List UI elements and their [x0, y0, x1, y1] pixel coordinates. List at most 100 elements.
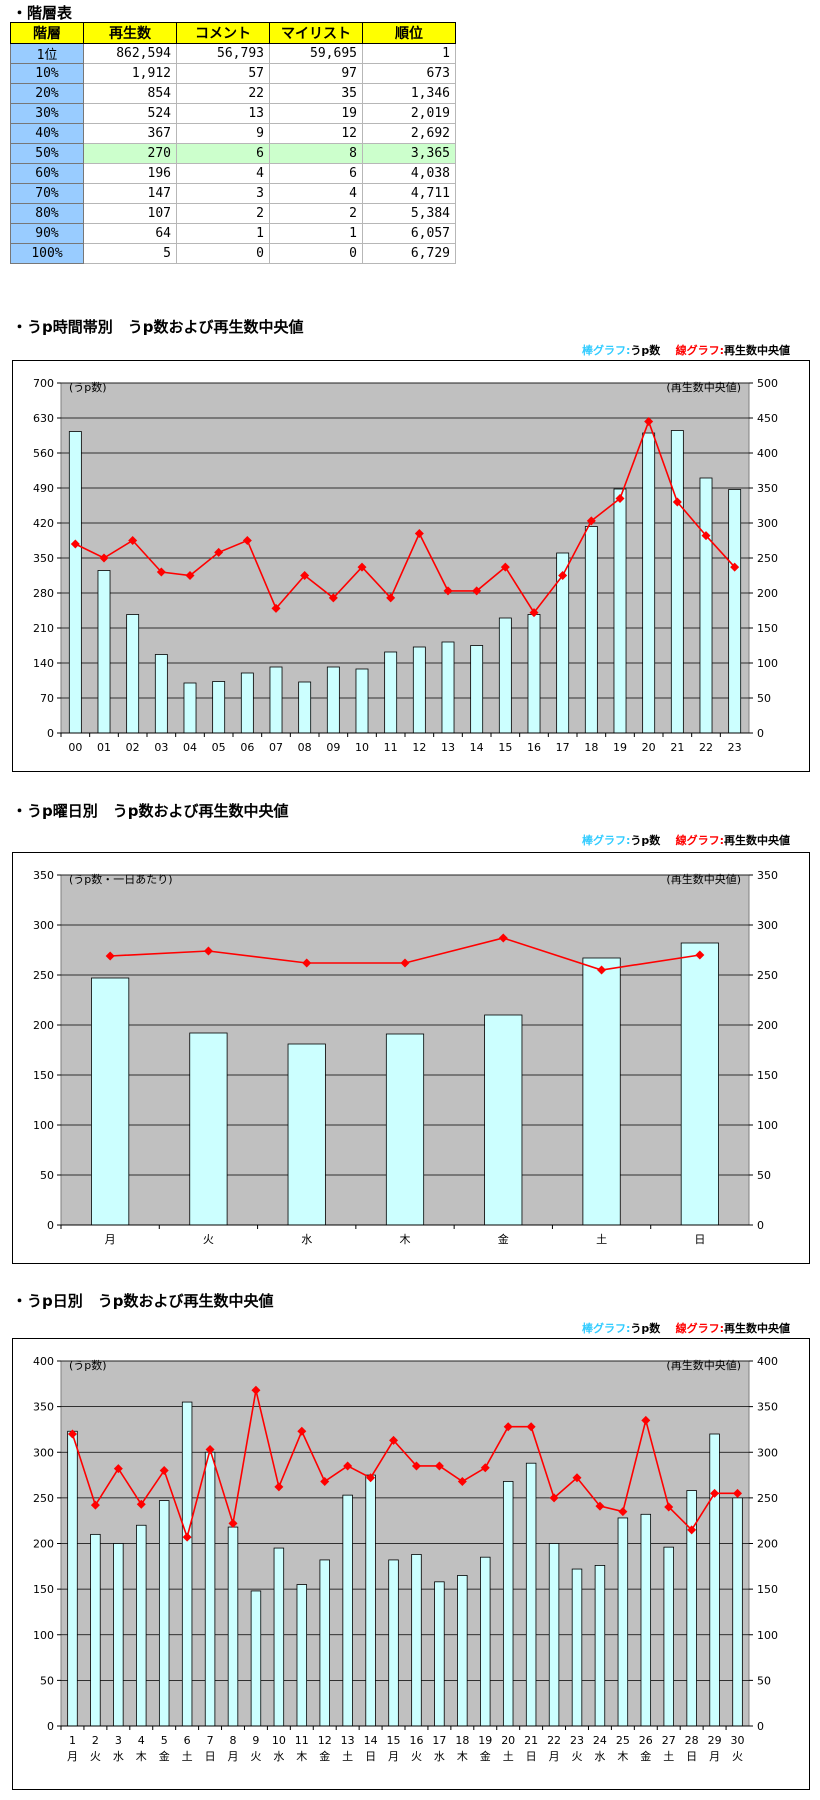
cell-rank: 4,711 — [362, 183, 456, 204]
legend-bar-label: 棒グラフ: — [581, 344, 631, 357]
left-tick-label: 100 — [33, 1629, 54, 1642]
cell-comments: 57 — [176, 63, 270, 84]
x-weekday-label: 水 — [594, 1750, 605, 1763]
x-tick-label: 13 — [341, 1734, 355, 1747]
table-row: 1位 862,594 56,793 59,695 1 — [10, 43, 456, 64]
legend-line-label: 線グラフ: — [675, 1322, 724, 1335]
bar — [126, 614, 140, 734]
bar — [709, 1433, 720, 1727]
cell-views: 107 — [83, 203, 177, 224]
legend-bar-name: うp数 — [630, 834, 661, 847]
cell-comments: 0 — [176, 243, 270, 264]
bar — [642, 432, 656, 734]
cell-views: 862,594 — [83, 43, 177, 64]
x-weekday-label: 金 — [159, 1749, 170, 1763]
bar — [663, 1546, 674, 1727]
bar — [470, 645, 484, 734]
median-point — [156, 567, 166, 577]
cell-tier: 10% — [10, 63, 84, 84]
cell-mylist: 59,695 — [269, 43, 363, 64]
x-weekday-label: 土 — [342, 1750, 353, 1763]
bar — [250, 1590, 262, 1727]
x-tick-label: 水 — [301, 1233, 312, 1246]
median-point — [733, 1488, 743, 1498]
x-tick-label: 18 — [584, 741, 598, 754]
legend-bar-label: 棒グラフ: — [581, 1322, 631, 1335]
bar — [342, 1494, 353, 1727]
right-tick-label: 0 — [757, 1720, 764, 1733]
cell-comments: 56,793 — [176, 43, 270, 64]
bar — [502, 1481, 514, 1727]
x-tick-label: 17 — [432, 1734, 446, 1747]
bar — [670, 430, 684, 734]
x-tick-label: 16 — [527, 741, 541, 754]
cell-comments: 9 — [176, 123, 270, 144]
median-point — [672, 497, 682, 507]
x-weekday-label: 金 — [319, 1749, 330, 1763]
right-tick-label: 400 — [757, 1355, 778, 1368]
right-tick-label: 400 — [757, 447, 778, 460]
right-tick-label: 50 — [757, 1674, 771, 1687]
bar — [67, 1430, 78, 1727]
median-point — [274, 1482, 284, 1492]
x-tick-label: 00 — [68, 741, 82, 754]
left-tick-label: 100 — [33, 1119, 54, 1132]
cell-mylist: 2 — [269, 203, 363, 224]
cell-tier: 100% — [10, 243, 84, 264]
median-point — [710, 1488, 720, 1498]
left-tick-label: 70 — [40, 692, 54, 705]
cell-comments: 2 — [176, 203, 270, 224]
right-tick-label: 150 — [757, 1069, 778, 1082]
median-point — [618, 1507, 628, 1517]
cell-comments: 13 — [176, 103, 270, 124]
x-tick-label: 22 — [547, 1734, 561, 1747]
right-tick-label: 0 — [757, 727, 764, 740]
right-tick-label: 350 — [757, 482, 778, 495]
bar — [113, 1543, 124, 1727]
median-point — [595, 1501, 605, 1511]
bar — [412, 646, 426, 734]
bar — [212, 681, 226, 734]
x-tick-label: 日 — [694, 1233, 705, 1246]
tier-table: 階層 再生数 コメント マイリスト 順位 1位 862,594 56,793 59,6… — [10, 22, 456, 264]
legend-bar-name: うp数 — [630, 1322, 661, 1335]
cell-views: 367 — [83, 123, 177, 144]
header-mylist: マイリスト — [269, 22, 363, 44]
x-weekday-label: 木 — [136, 1750, 147, 1763]
x-tick-label: 05 — [212, 741, 226, 754]
right-tick-label: 0 — [757, 1219, 764, 1232]
cell-mylist: 6 — [269, 163, 363, 184]
right-tick-label: 200 — [757, 1538, 778, 1551]
median-point — [228, 1518, 238, 1528]
cell-views: 5 — [83, 243, 177, 264]
table-row: 70% 147 3 4 4,711 — [10, 183, 456, 204]
bar — [457, 1575, 468, 1727]
median-point — [586, 516, 596, 526]
bar — [136, 1524, 147, 1727]
median-point — [457, 1476, 467, 1486]
x-weekday-label: 月 — [67, 1750, 78, 1763]
bar — [158, 1500, 170, 1727]
x-tick-label: 24 — [593, 1734, 607, 1747]
bar — [355, 668, 369, 734]
x-tick-label: 27 — [662, 1734, 676, 1747]
cell-mylist: 8 — [269, 143, 363, 164]
x-tick-label: 14 — [470, 741, 484, 754]
cell-tier: 20% — [10, 83, 84, 104]
median-line — [74, 419, 736, 614]
x-weekday-label: 火 — [90, 1750, 101, 1763]
bar — [434, 1581, 445, 1727]
median-point — [99, 553, 109, 563]
cell-views: 854 — [83, 83, 177, 104]
x-tick-label: 21 — [524, 1734, 538, 1747]
x-tick-label: 15 — [498, 741, 512, 754]
left-tick-label: 700 — [33, 377, 54, 390]
x-tick-label: 19 — [613, 741, 627, 754]
x-tick-label: 30 — [731, 1734, 745, 1747]
cell-views: 270 — [83, 143, 177, 164]
chart-weekday-title: ・うp曜日別 うp数および再生数中央値 — [12, 802, 289, 820]
cell-tier: 1位 — [10, 43, 84, 64]
median-point — [558, 571, 568, 580]
x-weekday-label: 日 — [365, 1750, 376, 1763]
x-tick-label: 木 — [400, 1233, 411, 1246]
